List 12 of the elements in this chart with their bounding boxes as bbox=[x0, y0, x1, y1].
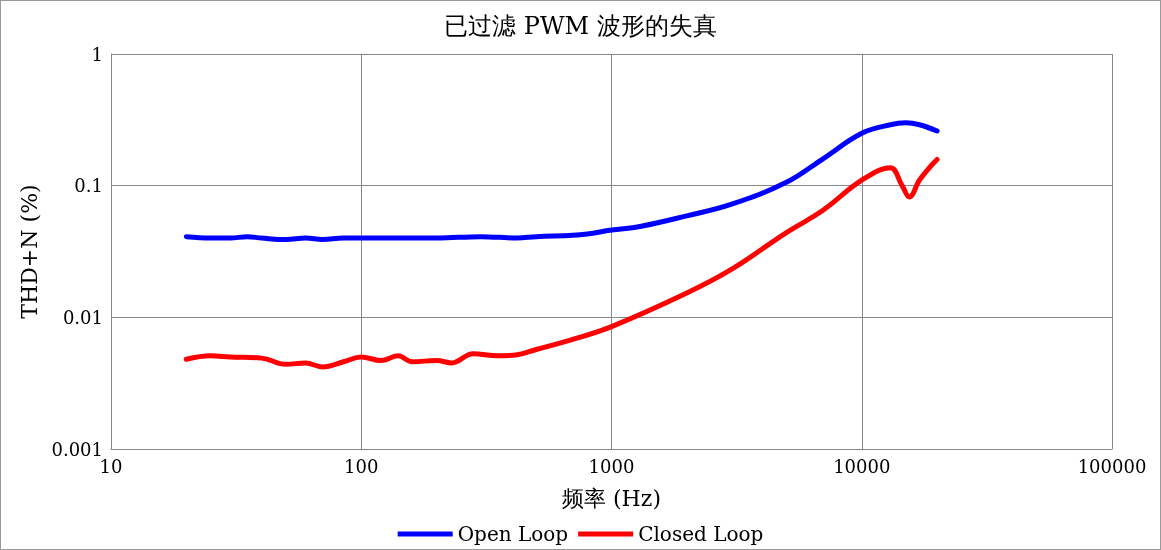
x-tick-label: 100000 bbox=[1077, 455, 1147, 477]
x-axis-title: 频率 (Hz) bbox=[562, 485, 661, 511]
legend-label: Closed Loop bbox=[638, 522, 764, 546]
legend-label: Open Loop bbox=[457, 522, 569, 546]
y-tick-label: 0.1 bbox=[74, 175, 103, 197]
chart-title: 已过滤 PWM 波形的失真 bbox=[444, 12, 717, 40]
y-tick-label: 1 bbox=[91, 43, 103, 65]
x-tick-label: 100 bbox=[344, 455, 379, 477]
y-axis-title: THD+N (%) bbox=[17, 184, 43, 319]
y-tick-label: 0.01 bbox=[62, 306, 103, 328]
x-tick-label: 1000 bbox=[588, 455, 635, 477]
x-tick-label: 10000 bbox=[833, 455, 891, 477]
